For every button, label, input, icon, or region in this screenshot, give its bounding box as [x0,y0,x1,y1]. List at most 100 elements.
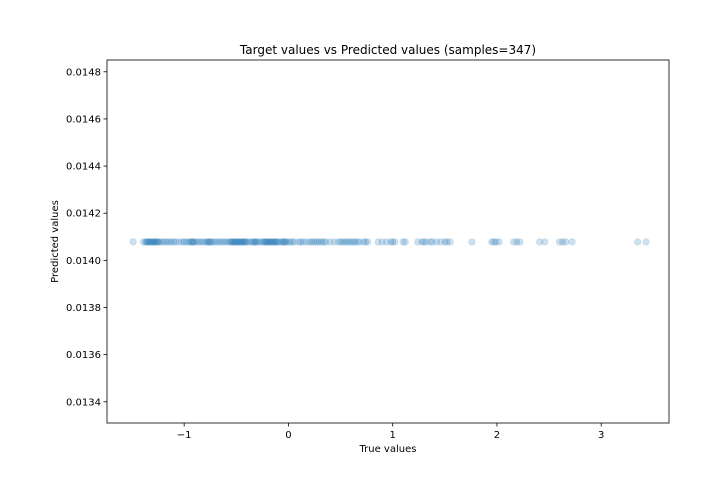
data-point [414,238,422,246]
data-point [207,238,215,246]
data-point [288,238,297,246]
data-point [153,238,161,246]
data-point [343,238,351,246]
data-point [391,238,399,246]
data-point [170,238,178,246]
data-point [241,238,249,246]
x-tick-label: −1 [177,430,192,441]
data-point [286,238,295,246]
data-point [213,238,222,246]
data-point [265,238,273,246]
data-point [226,238,234,246]
data-point [238,238,247,246]
data-point [541,238,549,246]
data-point [211,238,220,246]
data-point [154,238,162,246]
data-point [206,238,214,246]
data-point [227,238,235,246]
data-point [316,238,324,246]
y-tick-label: 0.0138 [66,303,101,314]
data-point [253,238,261,246]
data-point [568,238,576,246]
data-point [233,238,241,246]
data-point [228,238,236,246]
data-point [418,238,426,246]
data-point [351,238,359,246]
y-tick-label: 0.0134 [66,397,101,408]
data-point [488,238,496,246]
data-point [250,238,258,246]
data-point [272,238,280,246]
data-point [513,238,521,246]
data-point [152,238,160,246]
x-axis-label: True values [359,444,417,455]
data-point [148,238,156,246]
data-point [302,238,310,246]
y-tick-label: 0.0148 [66,67,101,78]
data-point [281,238,289,246]
data-point [188,238,197,246]
data-point [172,238,180,246]
data-point [428,238,436,246]
data-point [446,238,454,246]
data-point [382,238,391,246]
y-tick-label: 0.0136 [66,350,101,361]
data-point [149,238,157,246]
data-point [341,238,349,246]
data-point [291,238,299,246]
data-point [490,238,498,246]
data-point [247,238,255,246]
data-point [159,238,167,246]
data-point [180,238,188,246]
data-point [339,238,347,246]
data-point [242,238,250,246]
data-point [262,238,271,246]
data-point [280,238,288,246]
data-point [295,238,303,246]
data-point [204,238,212,246]
data-point [330,238,338,246]
data-point [278,238,286,246]
data-point [492,238,500,246]
data-point [389,238,397,246]
data-point [426,238,434,246]
data-point [270,238,278,246]
data-points [129,238,650,246]
data-point [361,238,370,246]
data-point [197,238,205,246]
data-point [422,238,430,246]
data-point [322,238,330,246]
x-axis: −1 0 1 2 3 [177,423,604,441]
y-axis: 0.0134 0.0136 0.0138 0.0140 0.0142 0.0144 0.01… [66,67,107,408]
data-point [536,238,544,246]
data-point [151,238,159,246]
data-point [432,238,441,246]
data-point [284,238,293,246]
data-point [642,238,650,246]
data-point [168,238,176,246]
data-point [268,238,276,246]
data-point [193,238,201,246]
data-point [320,238,328,246]
data-point [205,238,213,246]
x-tick-label: 1 [390,430,396,441]
data-point [195,238,203,246]
data-point [184,238,192,246]
data-point [334,238,343,246]
y-tick-label: 0.0142 [66,209,101,220]
data-point [307,238,315,246]
data-point [349,238,357,246]
data-point [336,238,345,246]
data-point [175,238,183,246]
data-point [143,238,151,246]
data-point [562,238,570,246]
data-point [420,238,428,246]
data-point [231,238,239,246]
data-point [236,238,245,246]
data-point [374,238,382,246]
data-point [516,238,524,246]
data-point [245,238,253,246]
data-point [186,238,195,246]
data-point [297,238,305,246]
